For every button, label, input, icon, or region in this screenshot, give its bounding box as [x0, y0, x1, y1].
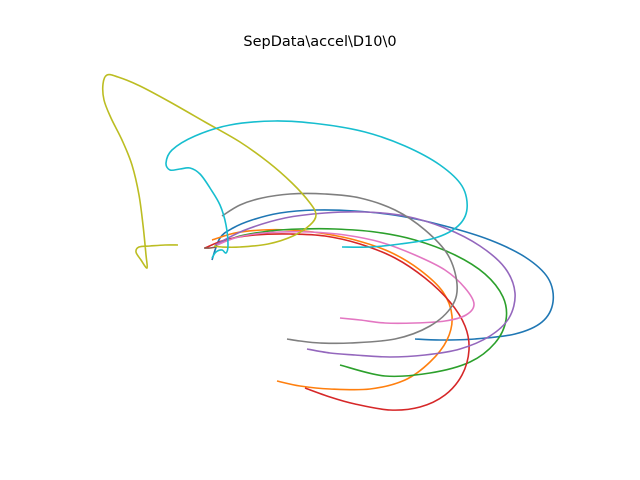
series-line-7: [216, 230, 475, 325]
series-line-1: [211, 209, 555, 341]
series-line-10: [165, 120, 468, 259]
series-line-9: [101, 73, 317, 269]
series-group: [101, 73, 555, 411]
series-line-5: [214, 211, 516, 358]
chart-title: SepData\accel\D10\0: [243, 34, 397, 50]
series-line-8: [221, 192, 458, 345]
series-line-3: [215, 227, 508, 378]
series-line-2: [211, 228, 453, 391]
series-line-4: [204, 233, 470, 411]
series-line-6: [203, 246, 217, 249]
